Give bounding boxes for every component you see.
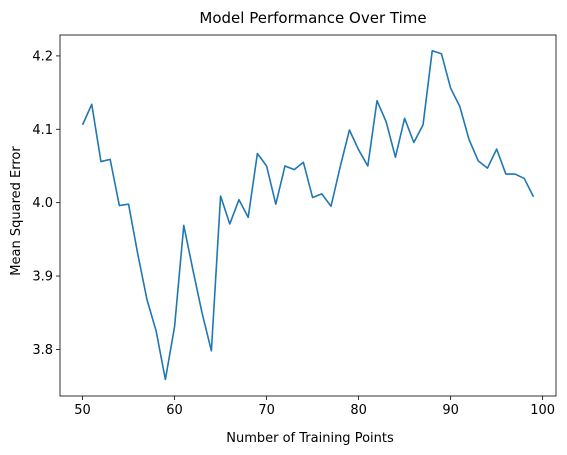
data-point — [422, 124, 424, 126]
plot-area — [81, 49, 535, 381]
data-point — [118, 205, 120, 207]
data-point — [312, 197, 314, 199]
data-point — [109, 158, 111, 160]
axes-frame — [59, 34, 557, 397]
data-point — [302, 161, 304, 163]
data-point — [256, 153, 258, 155]
x-axis-ticks: 50 60 70 80 90 100 — [74, 396, 555, 418]
data-point — [330, 205, 332, 207]
data-point — [155, 330, 157, 332]
data-point — [229, 223, 231, 225]
data-point — [201, 312, 203, 314]
data-point — [128, 203, 130, 205]
data-point — [174, 326, 176, 328]
data-point — [468, 139, 470, 141]
series-line — [81, 49, 535, 381]
data-point — [514, 173, 516, 175]
data-point — [238, 199, 240, 201]
data-point — [284, 165, 286, 167]
data-point — [348, 129, 350, 131]
data-point — [293, 169, 295, 171]
data-point — [137, 253, 139, 255]
data-point — [477, 160, 479, 162]
data-point — [450, 87, 452, 89]
data-point — [523, 177, 525, 179]
data-point — [404, 117, 406, 119]
data-point — [339, 166, 341, 168]
data-point — [247, 216, 249, 218]
data-point — [413, 141, 415, 143]
data-point — [91, 103, 93, 105]
x-tick-label: 60 — [166, 403, 183, 418]
data-point — [146, 299, 148, 301]
y-axis-label: Mean Squared Error — [9, 146, 24, 276]
y-tick-label: 4.1 — [32, 123, 53, 138]
data-point — [220, 195, 222, 197]
y-tick-label: 3.8 — [32, 343, 53, 358]
x-tick-label: 80 — [350, 403, 367, 418]
chart-title: Model Performance Over Time — [199, 9, 426, 27]
data-point — [100, 161, 102, 163]
x-tick-label: 90 — [442, 403, 459, 418]
data-point — [440, 53, 442, 55]
data-point — [192, 269, 194, 271]
data-point — [385, 121, 387, 123]
data-point — [275, 203, 277, 205]
data-point — [431, 50, 433, 52]
x-tick-label: 100 — [530, 403, 555, 418]
y-tick-label: 3.9 — [32, 270, 53, 285]
data-point — [486, 167, 488, 169]
x-tick-label: 70 — [258, 403, 275, 418]
data-point — [459, 106, 461, 108]
data-point — [266, 165, 268, 167]
data-point — [164, 378, 166, 380]
data-point — [358, 149, 360, 151]
y-axis-ticks: 3.8 3.9 4.0 4.1 4.2 — [32, 49, 60, 358]
data-point — [321, 193, 323, 195]
x-tick-label: 50 — [74, 403, 91, 418]
data-point — [496, 148, 498, 150]
data-point — [394, 156, 396, 158]
data-point — [505, 173, 507, 175]
data-point — [183, 224, 185, 226]
x-axis-label: Number of Training Points — [226, 431, 394, 446]
data-point — [376, 100, 378, 102]
data-point — [210, 350, 212, 352]
y-tick-label: 4.2 — [32, 49, 53, 64]
data-point — [367, 165, 369, 167]
data-point — [532, 196, 534, 198]
data-point — [82, 124, 84, 126]
y-tick-label: 4.0 — [32, 196, 53, 211]
